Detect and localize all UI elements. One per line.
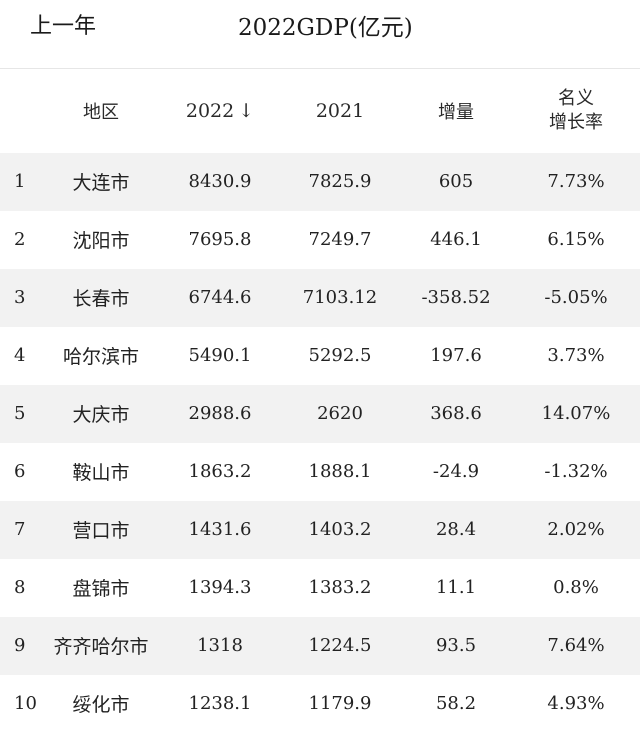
city-cell: 绥化市 xyxy=(72,694,130,716)
gdp-2022-cell: 1863.2 xyxy=(188,461,252,482)
rank-cell: 10 xyxy=(14,693,37,714)
increase-cell: 368.6 xyxy=(430,403,482,424)
increase-cell: 605 xyxy=(438,171,474,192)
growth-rate-cell: 7.64% xyxy=(547,635,605,656)
top-bar: 上一年 2022GDP(亿元) xyxy=(0,0,640,62)
city-cell: 大庆市 xyxy=(72,404,130,426)
gdp-2021-cell: 1403.2 xyxy=(308,519,372,540)
gdp-2021-cell: 1383.2 xyxy=(308,577,372,598)
table-row: 8 盘锦市 1394.3 1383.2 11.1 0.8% xyxy=(0,558,640,617)
growth-rate-cell: 3.73% xyxy=(547,345,605,366)
growth-rate-cell: 2.02% xyxy=(547,519,605,540)
growth-rate-cell: 6.15% xyxy=(547,229,605,250)
column-header-increase[interactable]: 增量 xyxy=(438,101,474,123)
table-row: 2 沈阳市 7695.8 7249.7 446.1 6.15% xyxy=(0,210,640,269)
rank-cell: 9 xyxy=(14,635,26,656)
gdp-table: 地区 2022 ↓ 2021 增量 名义 增长率 1 大连市 8430.9 782… xyxy=(0,68,640,733)
column-header-2022-label: 2022 xyxy=(185,99,235,122)
gdp-2021-cell: 7249.7 xyxy=(308,229,372,250)
city-cell: 盘锦市 xyxy=(72,578,130,600)
city-cell: 齐齐哈尔市 xyxy=(53,636,149,658)
increase-cell: 93.5 xyxy=(435,635,477,656)
gdp-2022-cell: 5490.1 xyxy=(188,345,252,366)
table-row: 7 营口市 1431.6 1403.2 28.4 2.02% xyxy=(0,500,640,559)
growth-rate-cell: -1.32% xyxy=(544,461,608,482)
column-header-2021[interactable]: 2021 xyxy=(315,99,365,122)
gdp-2021-cell: 2620 xyxy=(317,403,363,424)
table-row: 9 齐齐哈尔市 1318 1224.5 93.5 7.64% xyxy=(0,616,640,675)
increase-cell: 197.6 xyxy=(430,345,482,366)
gdp-2022-cell: 1431.6 xyxy=(188,519,252,540)
rank-cell: 6 xyxy=(14,461,26,482)
growth-rate-cell: -5.05% xyxy=(544,287,608,308)
table-header-row: 地区 2022 ↓ 2021 增量 名义 增长率 xyxy=(0,68,640,153)
gdp-2022-cell: 6744.6 xyxy=(188,287,252,308)
rank-cell: 2 xyxy=(14,229,26,250)
table-row: 1 大连市 8430.9 7825.9 605 7.73% xyxy=(0,152,640,211)
gdp-2022-cell: 8430.9 xyxy=(188,171,252,192)
gdp-2022-cell: 7695.8 xyxy=(188,229,252,250)
increase-cell: 58.2 xyxy=(435,693,477,714)
column-header-rank xyxy=(0,69,42,153)
sort-descending-icon[interactable]: ↓ xyxy=(238,99,255,122)
city-cell: 大连市 xyxy=(72,172,130,194)
gdp-2021-cell: 7825.9 xyxy=(308,171,372,192)
page-title: 2022GDP(亿元) xyxy=(238,15,413,41)
growth-rate-cell: 14.07% xyxy=(541,403,611,424)
rank-cell: 8 xyxy=(14,577,26,598)
increase-cell: -358.52 xyxy=(421,287,491,308)
column-header-growth-rate[interactable]: 名义 增长率 xyxy=(512,69,640,153)
city-cell: 沈阳市 xyxy=(72,230,130,252)
rank-cell: 5 xyxy=(14,403,26,424)
growth-rate-cell: 4.93% xyxy=(547,693,605,714)
gdp-2021-cell: 1224.5 xyxy=(308,635,372,656)
table-row: 4 哈尔滨市 5490.1 5292.5 197.6 3.73% xyxy=(0,326,640,385)
gdp-2021-cell: 5292.5 xyxy=(308,345,372,366)
table-row: 10 绥化市 1238.1 1179.9 58.2 4.93% xyxy=(0,674,640,733)
increase-cell: -24.9 xyxy=(432,461,480,482)
rank-cell: 3 xyxy=(14,287,26,308)
gdp-2021-cell: 1179.9 xyxy=(308,693,372,714)
gdp-2021-cell: 7103.12 xyxy=(302,287,378,308)
city-cell: 营口市 xyxy=(72,520,130,542)
column-header-2022[interactable]: 2022 ↓ xyxy=(160,69,280,153)
city-cell: 鞍山市 xyxy=(72,462,130,484)
gdp-2022-cell: 2988.6 xyxy=(188,403,252,424)
growth-rate-cell: 0.8% xyxy=(553,577,599,598)
gdp-2021-cell: 1888.1 xyxy=(308,461,372,482)
year-label: 上一年 xyxy=(30,14,97,39)
rank-cell: 4 xyxy=(14,345,26,366)
gdp-2022-cell: 1318 xyxy=(197,635,243,656)
city-cell: 哈尔滨市 xyxy=(62,346,139,368)
column-header-region[interactable]: 地区 xyxy=(83,101,119,123)
gdp-2022-cell: 1394.3 xyxy=(188,577,252,598)
increase-cell: 446.1 xyxy=(430,229,482,250)
city-cell: 长春市 xyxy=(72,288,130,310)
increase-cell: 11.1 xyxy=(435,577,477,598)
table-row: 3 长春市 6744.6 7103.12 -358.52 -5.05% xyxy=(0,268,640,327)
gdp-2022-cell: 1238.1 xyxy=(188,693,252,714)
growth-rate-label-line1: 名义 xyxy=(558,87,594,109)
table-row: 6 鞍山市 1863.2 1888.1 -24.9 -1.32% xyxy=(0,442,640,501)
table-row: 5 大庆市 2988.6 2620 368.6 14.07% xyxy=(0,384,640,443)
growth-rate-label-line2: 增长率 xyxy=(549,111,603,133)
rank-cell: 7 xyxy=(14,519,26,540)
growth-rate-cell: 7.73% xyxy=(547,171,605,192)
increase-cell: 28.4 xyxy=(435,519,477,540)
rank-cell: 1 xyxy=(14,171,26,192)
